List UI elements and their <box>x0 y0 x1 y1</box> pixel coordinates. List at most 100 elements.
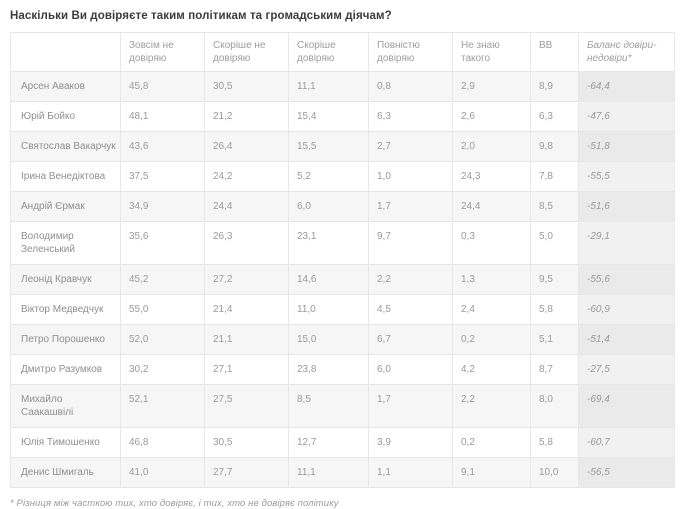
value-cell: 52,0 <box>120 324 205 355</box>
value-cell: 26,4 <box>204 131 289 162</box>
table-row: Михайло Саакашвілі 52,1 27,5 8,5 1,7 2,2 8,0 -6… <box>10 384 675 428</box>
name-column-header <box>10 32 121 72</box>
value-cell: 7,8 <box>530 161 579 192</box>
value-cell: 27,7 <box>204 457 289 488</box>
value-cell: 11,1 <box>288 71 369 102</box>
question-title: Наскільки Ви довіряєте таким політикам т… <box>10 10 392 22</box>
value-cell: 27,2 <box>204 264 289 295</box>
value-cell: 37,5 <box>120 161 205 192</box>
value-cell: 55,0 <box>120 294 205 325</box>
value-cell: 11,1 <box>288 457 369 488</box>
column-header: Не знаю такого <box>452 32 531 72</box>
value-cell: 6,0 <box>368 354 453 385</box>
table-row: Леонід Кравчук 45,2 27,2 14,6 2,2 1,3 9,5 -55,6 <box>10 264 675 295</box>
value-cell: 9,5 <box>530 264 579 295</box>
value-cell: 8,7 <box>530 354 579 385</box>
value-cell: 0,2 <box>452 427 531 458</box>
value-cell: 14,6 <box>288 264 369 295</box>
value-cell: 41,0 <box>120 457 205 488</box>
value-cell: 5,2 <box>288 161 369 192</box>
value-cell: 2,0 <box>452 131 531 162</box>
politician-name: Юлія Тимошенко <box>10 427 121 458</box>
value-cell: 6,0 <box>288 191 369 222</box>
value-cell: 43,6 <box>120 131 205 162</box>
value-cell: 1,1 <box>368 457 453 488</box>
value-cell: 1,7 <box>368 191 453 222</box>
value-cell: 1,3 <box>452 264 531 295</box>
value-cell: 24,2 <box>204 161 289 192</box>
value-cell: 2,9 <box>452 71 531 102</box>
table-row: Ірина Венедіктова 37,5 24,2 5,2 1,0 24,3 7,8 -5… <box>10 161 675 192</box>
trust-table: Зовсім не довіряю Скоріше не довіряю Скорі… <box>10 32 675 488</box>
value-cell: 4,2 <box>452 354 531 385</box>
value-cell: 24,3 <box>452 161 531 192</box>
value-cell: 12,7 <box>288 427 369 458</box>
politician-name: Андрій Єрмак <box>10 191 121 222</box>
politician-name: Леонід Кравчук <box>10 264 121 295</box>
table-row: Віктор Медведчук 55,0 21,4 11,0 4,5 2,4 5,8 -60… <box>10 294 675 325</box>
column-header: Баланс довіри-недовіри* <box>578 32 675 72</box>
value-cell: 2,2 <box>452 384 531 428</box>
value-cell: 45,8 <box>120 71 205 102</box>
balance-cell: -47,6 <box>578 101 675 132</box>
table-row: Юлія Тимошенко 46,8 30,5 12,7 3,9 0,2 5,8 -60,7 <box>10 427 675 458</box>
value-cell: 27,1 <box>204 354 289 385</box>
politician-name: Арсен Аваков <box>10 71 121 102</box>
value-cell: 52,1 <box>120 384 205 428</box>
value-cell: 10,0 <box>530 457 579 488</box>
value-cell: 9,7 <box>368 221 453 265</box>
value-cell: 2,2 <box>368 264 453 295</box>
table-body: Арсен Аваков 45,8 30,5 11,1 0,8 2,9 8,9 -64,4 Юр… <box>10 71 675 488</box>
value-cell: 0,3 <box>452 221 531 265</box>
politician-name: Денис Шмигаль <box>10 457 121 488</box>
value-cell: 5,8 <box>530 427 579 458</box>
politician-name: Ірина Венедіктова <box>10 161 121 192</box>
value-cell: 0,8 <box>368 71 453 102</box>
value-cell: 4,5 <box>368 294 453 325</box>
value-cell: 24,4 <box>204 191 289 222</box>
politician-name: Петро Порошенко <box>10 324 121 355</box>
value-cell: 21,2 <box>204 101 289 132</box>
politician-name: Святослав Вакарчук <box>10 131 121 162</box>
value-cell: 6,7 <box>368 324 453 355</box>
balance-cell: -60,9 <box>578 294 675 325</box>
column-header: ВВ <box>530 32 579 72</box>
header-row: Зовсім не довіряю Скоріше не довіряю Скорі… <box>10 32 675 72</box>
politician-name: Юрій Бойко <box>10 101 121 132</box>
value-cell: 11,0 <box>288 294 369 325</box>
value-cell: 8,9 <box>530 71 579 102</box>
balance-cell: -51,8 <box>578 131 675 162</box>
value-cell: 8,5 <box>530 191 579 222</box>
value-cell: 45,2 <box>120 264 205 295</box>
balance-cell: -51,4 <box>578 324 675 355</box>
column-header: Скоріше не довіряю <box>204 32 289 72</box>
balance-cell: -55,6 <box>578 264 675 295</box>
balance-cell: -64,4 <box>578 71 675 102</box>
value-cell: 8,5 <box>288 384 369 428</box>
value-cell: 21,1 <box>204 324 289 355</box>
politician-name: Володимир Зеленський <box>10 221 121 265</box>
value-cell: 8,0 <box>530 384 579 428</box>
balance-cell: -27,5 <box>578 354 675 385</box>
value-cell: 9,1 <box>452 457 531 488</box>
value-cell: 0,2 <box>452 324 531 355</box>
value-cell: 23,1 <box>288 221 369 265</box>
table-row: Денис Шмигаль 41,0 27,7 11,1 1,1 9,1 10,0 -56,5 <box>10 457 675 488</box>
value-cell: 35,6 <box>120 221 205 265</box>
politician-name: Михайло Саакашвілі <box>10 384 121 428</box>
value-cell: 15,0 <box>288 324 369 355</box>
balance-cell: -56,5 <box>578 457 675 488</box>
value-cell: 21,4 <box>204 294 289 325</box>
balance-cell: -29,1 <box>578 221 675 265</box>
value-cell: 26,3 <box>204 221 289 265</box>
table-row: Святослав Вакарчук 43,6 26,4 15,5 2,7 2,0 9,8-… <box>10 131 675 162</box>
value-cell: 30,5 <box>204 71 289 102</box>
table-row: Юрій Бойко 48,1 21,2 15,4 6,3 2,6 6,3 -47,6 <box>10 101 675 132</box>
table-row: Володимир Зеленський 35,6 26,3 23,1 9,7 0,3 5,… <box>10 221 675 265</box>
balance-cell: -51,6 <box>578 191 675 222</box>
value-cell: 3,9 <box>368 427 453 458</box>
politician-name: Дмитро Разумков <box>10 354 121 385</box>
table-row: Петро Порошенко 52,0 21,1 15,0 6,7 0,2 5,1 -51,… <box>10 324 675 355</box>
value-cell: 23,8 <box>288 354 369 385</box>
